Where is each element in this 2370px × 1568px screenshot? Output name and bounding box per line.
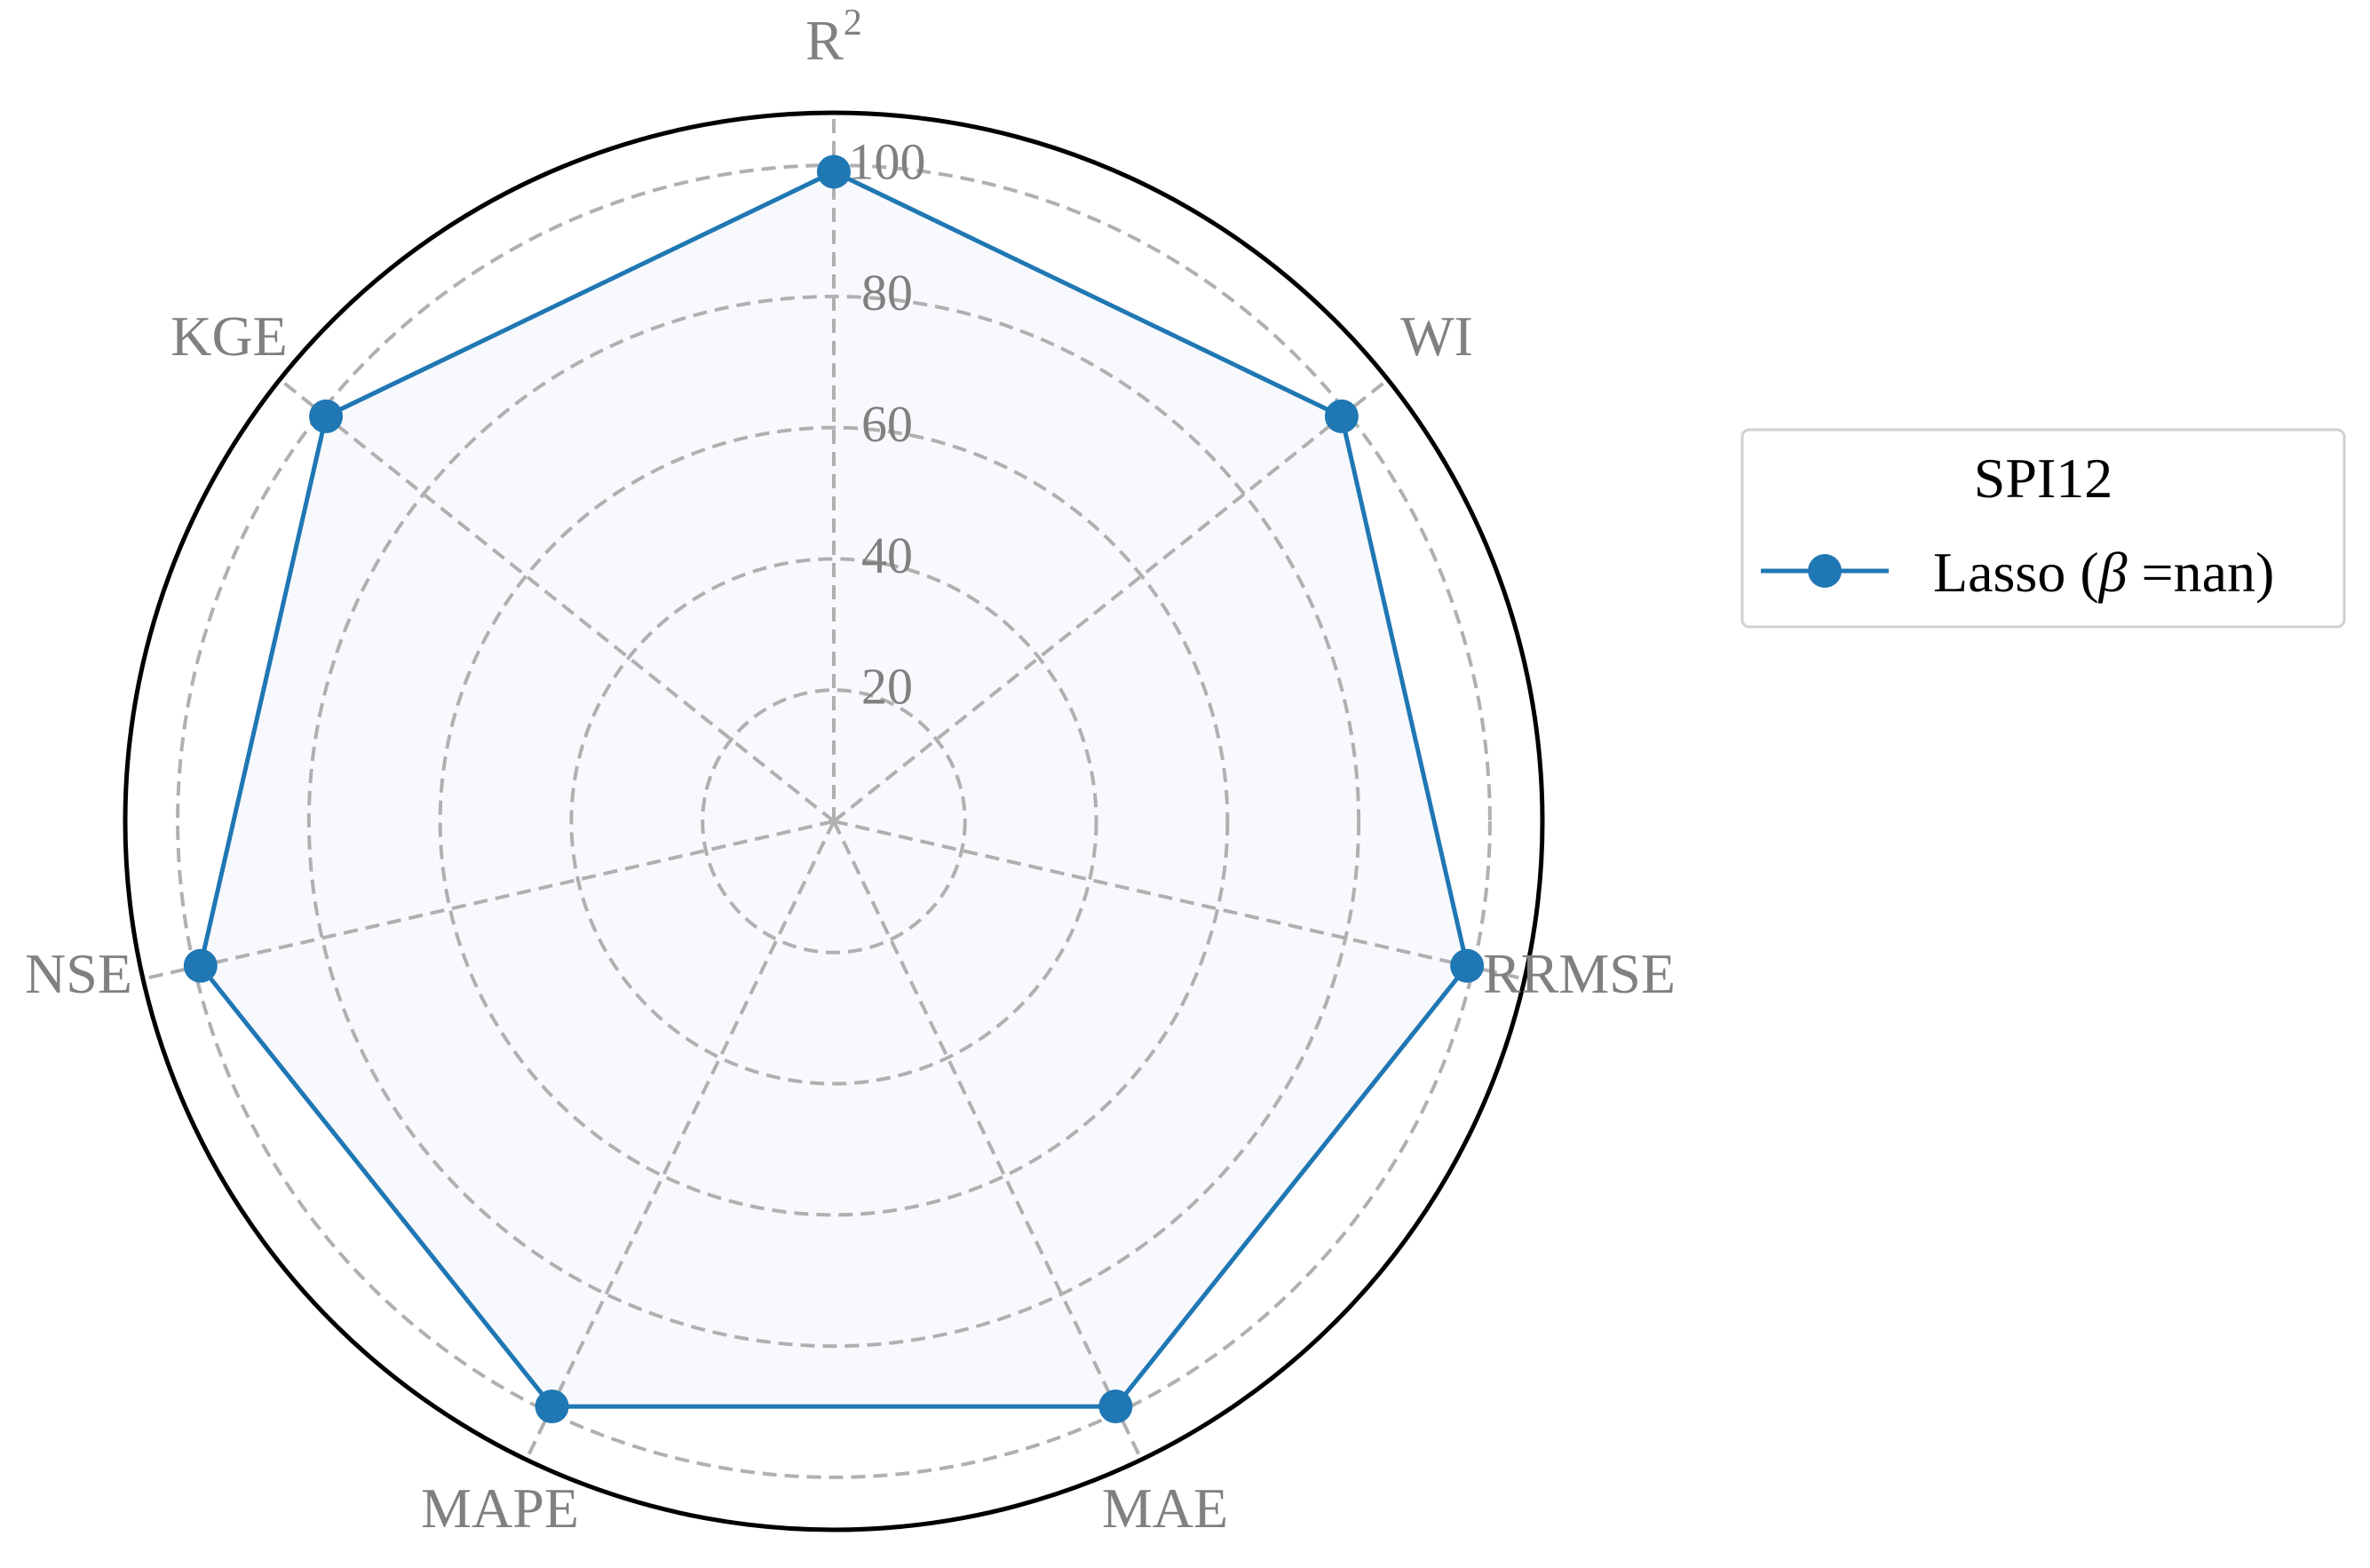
axis-label-text: RRMSE: [1483, 942, 1676, 1005]
radial-tick-label-20: 20: [861, 658, 913, 716]
grid-spoke-3: [833, 820, 1526, 981]
legend-box: [1740, 428, 2346, 629]
series-layer: [183, 154, 1485, 1424]
legend-series-label-prefix: Lasso (: [1933, 541, 2099, 604]
axis-label-2: WI: [1400, 305, 1473, 368]
polar-frame: [123, 110, 1545, 1532]
legend: SPI12 Lasso (β =nan): [1740, 428, 2346, 629]
axis-label-1: R2: [805, 3, 862, 72]
data-point-1: [817, 154, 851, 189]
grid-spoke-5: [524, 820, 836, 1461]
grid-spoke-7: [278, 377, 836, 823]
radial-tick-label-40: 40: [861, 527, 913, 584]
axis-label-text: NSE: [25, 942, 132, 1005]
axis-label-7: KGE: [170, 305, 288, 368]
radial-tick-label-60: 60: [861, 395, 913, 453]
grid-spoke-4: [832, 820, 1144, 1461]
data-point-6: [183, 948, 218, 983]
legend-series-label-suffix: =nan): [2128, 541, 2275, 604]
radial-tick-label-100: 100: [849, 132, 926, 190]
grid-ring-20: [701, 688, 967, 954]
grid-ring-40: [569, 557, 1098, 1086]
data-point-2: [1324, 399, 1359, 433]
legend-title: SPI12: [1974, 447, 2113, 510]
radial-tick-layer: 20 40 60 80 100: [849, 132, 926, 715]
axis-label-layer: R2 WI RRMSE MAE MAPE NSE KGE: [25, 3, 1676, 1540]
data-point-5: [535, 1390, 569, 1424]
grid-spoke-6: [142, 820, 835, 981]
data-point-3: [1450, 948, 1485, 983]
axis-label-4: MAE: [1102, 1477, 1228, 1540]
axis-label-superscript: 2: [844, 3, 862, 44]
legend-series-label: Lasso (β =nan): [1933, 541, 2274, 604]
data-point-4: [1098, 1390, 1133, 1424]
axis-label-text: MAE: [1102, 1477, 1228, 1540]
legend-series-label-symbol: β: [2097, 541, 2128, 604]
legend-series-marker: [1808, 554, 1842, 588]
axis-label-text: WI: [1400, 305, 1473, 368]
grid-ring-80: [306, 294, 1361, 1349]
axis-label-text: KGE: [170, 305, 288, 368]
axis-label-6: NSE: [25, 942, 132, 1005]
radial-tick-label-80: 80: [861, 264, 913, 321]
axis-label-text: R: [805, 9, 844, 72]
axis-label-text: MAPE: [421, 1477, 579, 1540]
series-line-1: [198, 170, 1470, 1409]
data-point-7: [309, 399, 344, 433]
axis-label-5: MAPE: [421, 1477, 579, 1540]
axis-label-3: RRMSE: [1483, 942, 1676, 1005]
grid-spoke-2: [832, 377, 1390, 823]
grid-ring-60: [438, 425, 1230, 1217]
